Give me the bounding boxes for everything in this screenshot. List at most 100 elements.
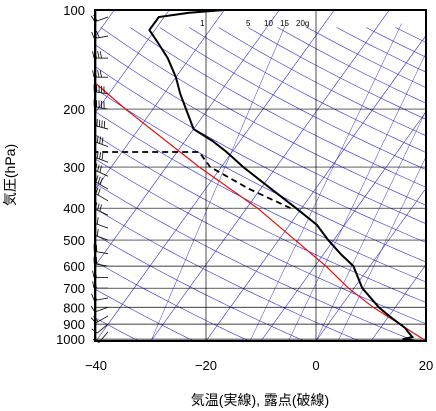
isotherm-line: [95, 10, 225, 191]
isotherm-line: [95, 10, 280, 267]
barb-feather: [101, 153, 104, 161]
barb-feather: [99, 70, 102, 78]
barb-staff: [94, 234, 109, 241]
wind-barb: [90, 14, 109, 23]
isotherm-line: [205, 34, 426, 341]
y-tick-label: 400: [63, 201, 85, 216]
adiabat-line: [95, 208, 360, 341]
barb-feather: [96, 135, 99, 143]
wind-barb: [94, 118, 109, 130]
isotherm-line: [370, 264, 426, 341]
x-axis-title: 気温(実線), 露点(破線): [191, 392, 329, 408]
barb-staff: [94, 306, 109, 313]
isotherm-line: [315, 187, 426, 341]
adiabat-line: [130, 27, 426, 188]
barb-feather: [92, 51, 95, 59]
adiabat-line: [189, 27, 426, 153]
barb-feather: [92, 281, 95, 289]
adiabat-line: [95, 65, 426, 243]
barb-feather: [91, 31, 95, 39]
y-tick-label: 200: [63, 102, 85, 117]
mixing-ratio-label: 10: [264, 19, 273, 28]
adiabat-line: [100, 27, 426, 206]
x-tick-labels: −80−60−40−2002040: [85, 358, 433, 373]
x-tick-label: −40: [85, 358, 107, 373]
barb-feather: [97, 70, 100, 78]
barb-feather: [96, 217, 99, 225]
adiabat-line: [95, 288, 194, 341]
dewpoint-curve: [95, 151, 291, 210]
mixing-ratio-label: 5: [246, 19, 251, 28]
adiabat-line: [247, 27, 426, 120]
barb-staff: [94, 222, 109, 229]
barb-feather: [95, 187, 99, 194]
barb-feather: [97, 203, 100, 211]
barb-staff: [95, 169, 109, 177]
barb-feather: [91, 293, 95, 301]
barb-feather: [96, 151, 99, 159]
mixing-ratio-line: [337, 156, 426, 341]
wind-barb: [94, 216, 109, 229]
adiabat-line: [218, 27, 426, 137]
mixing-ratio-lines: [150, 23, 426, 341]
barb-feather: [92, 70, 95, 78]
isotherm-line: [95, 10, 170, 114]
barb-staff: [94, 141, 109, 147]
temperature-curve: [148, 10, 416, 341]
isotherm-line: [260, 111, 426, 341]
y-axis-title: 気圧(hPa): [2, 144, 18, 206]
barb-feather: [99, 136, 101, 144]
barb-feather: [97, 164, 100, 172]
y-tick-label: 1000: [56, 332, 85, 347]
wind-barb: [95, 187, 109, 202]
barb-staff: [95, 208, 109, 216]
barb-staff: [95, 193, 109, 202]
barb-feather: [99, 177, 103, 185]
x-tick-label: 20: [419, 358, 433, 373]
barb-staff: [94, 125, 109, 130]
barb-feather: [95, 175, 99, 183]
barb-feather: [99, 204, 102, 212]
barb-feather: [99, 152, 101, 160]
y-tick-label: 800: [63, 300, 85, 315]
adiabat-line: [95, 261, 250, 341]
wind-barb: [94, 202, 109, 216]
mixing-ratio-line: [249, 23, 402, 341]
adiabat-line: [95, 134, 426, 303]
wind-barb: [90, 315, 109, 324]
adiabat-line: [306, 27, 426, 89]
plot-frame: [94, 9, 427, 342]
barb-feather: [97, 188, 101, 196]
wind-barb: [94, 134, 109, 147]
barb-feather: [101, 137, 104, 145]
x-tick-label: 0: [312, 358, 319, 373]
barb-feather: [99, 165, 102, 173]
wind-barbs: [90, 14, 109, 343]
adiabat-line: [95, 111, 426, 283]
barb-feather: [96, 229, 99, 237]
wind-barb: [93, 99, 109, 110]
y-tick-label: 700: [63, 281, 85, 296]
parcel-curve: [95, 81, 426, 341]
x-tick-label: −20: [195, 358, 217, 373]
adiabat-line: [95, 158, 426, 325]
isotherm-line: [95, 10, 335, 341]
barb-feather: [92, 270, 95, 278]
isotherm-line: [425, 340, 426, 341]
mixing-ratio-line: [150, 23, 287, 341]
y-tick-label: 900: [63, 317, 85, 332]
y-tick-label: 100: [63, 3, 85, 18]
isotherm-lines: [95, 10, 426, 341]
mixing-ratio-label: 15: [280, 19, 289, 28]
y-tick-label: 600: [63, 259, 85, 274]
mixing-ratio-label: 1: [200, 19, 205, 28]
barb-feather: [97, 51, 100, 59]
mixing-ratio-labels: 1 5 10 15 20g: [200, 19, 309, 28]
barb-feather: [96, 30, 100, 38]
barb-staff: [97, 323, 109, 334]
isotherm-line: [150, 10, 390, 341]
adiabat-line: [95, 44, 426, 225]
adiabat-line: [159, 27, 426, 170]
